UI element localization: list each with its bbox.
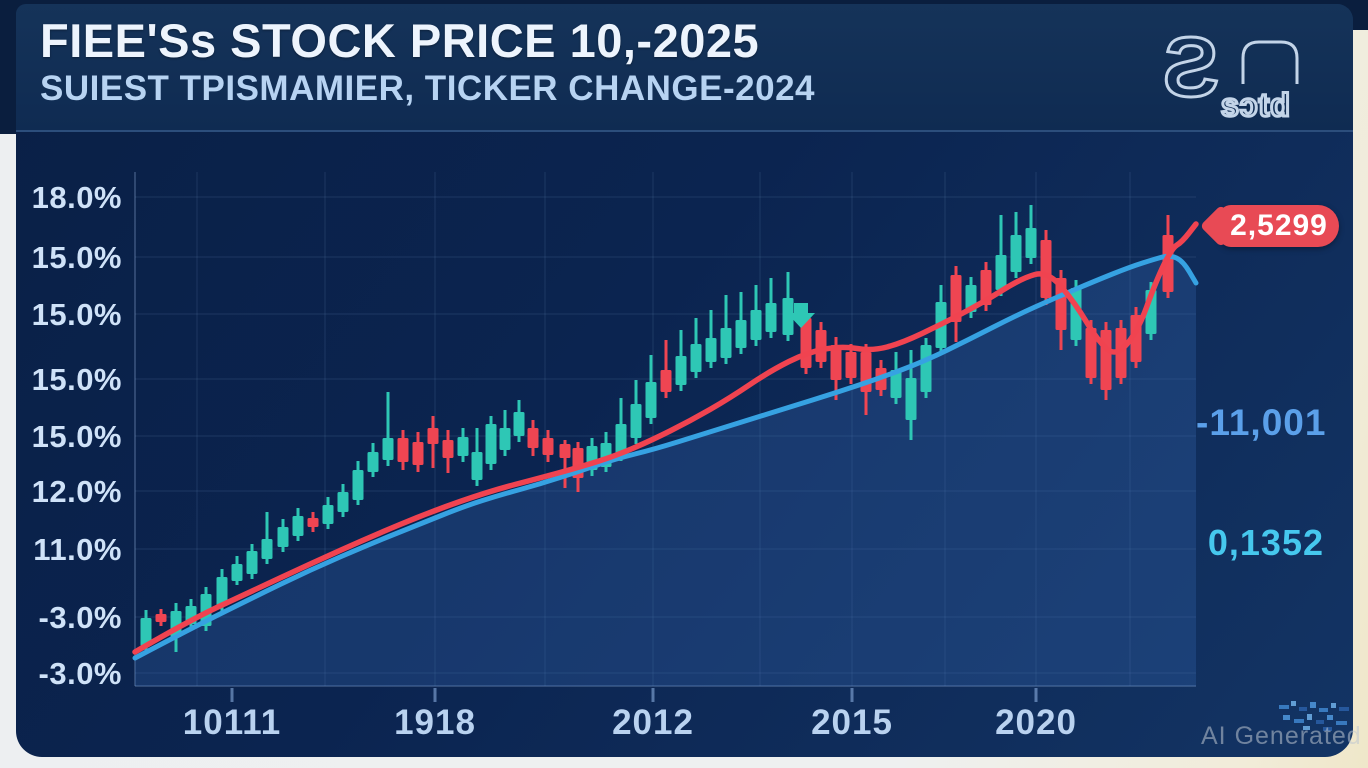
chart-card: FIEE'Ss STOCK PRICE 10,-2025 SUIEST TPIS…	[16, 4, 1353, 757]
page-title: FIEE'Ss STOCK PRICE 10,-2025	[40, 14, 760, 67]
price-badge-value: 2,5299	[1230, 209, 1328, 242]
logo-mirrored-s-glyph: S	[1163, 20, 1219, 114]
price-badge: 2,5299	[1219, 205, 1339, 247]
side-value-positive: 0,1352	[1207, 522, 1324, 563]
pixel-glitch-artifact	[1279, 701, 1349, 731]
ai-generated-watermark: AI Generated	[1201, 722, 1362, 750]
side-value-negative: -11,001	[1196, 402, 1327, 443]
brand-logo-icon: S sɔtd	[1161, 19, 1299, 122]
page-subtitle: SUIEST TPISMAMIER, TICKER CHANGE-2024	[40, 68, 815, 108]
logo-wordmark: sɔtd	[1221, 87, 1291, 122]
logo-arch-glyph	[1241, 40, 1299, 84]
header: FIEE'Ss STOCK PRICE 10,-2025 SUIEST TPIS…	[16, 4, 1353, 132]
